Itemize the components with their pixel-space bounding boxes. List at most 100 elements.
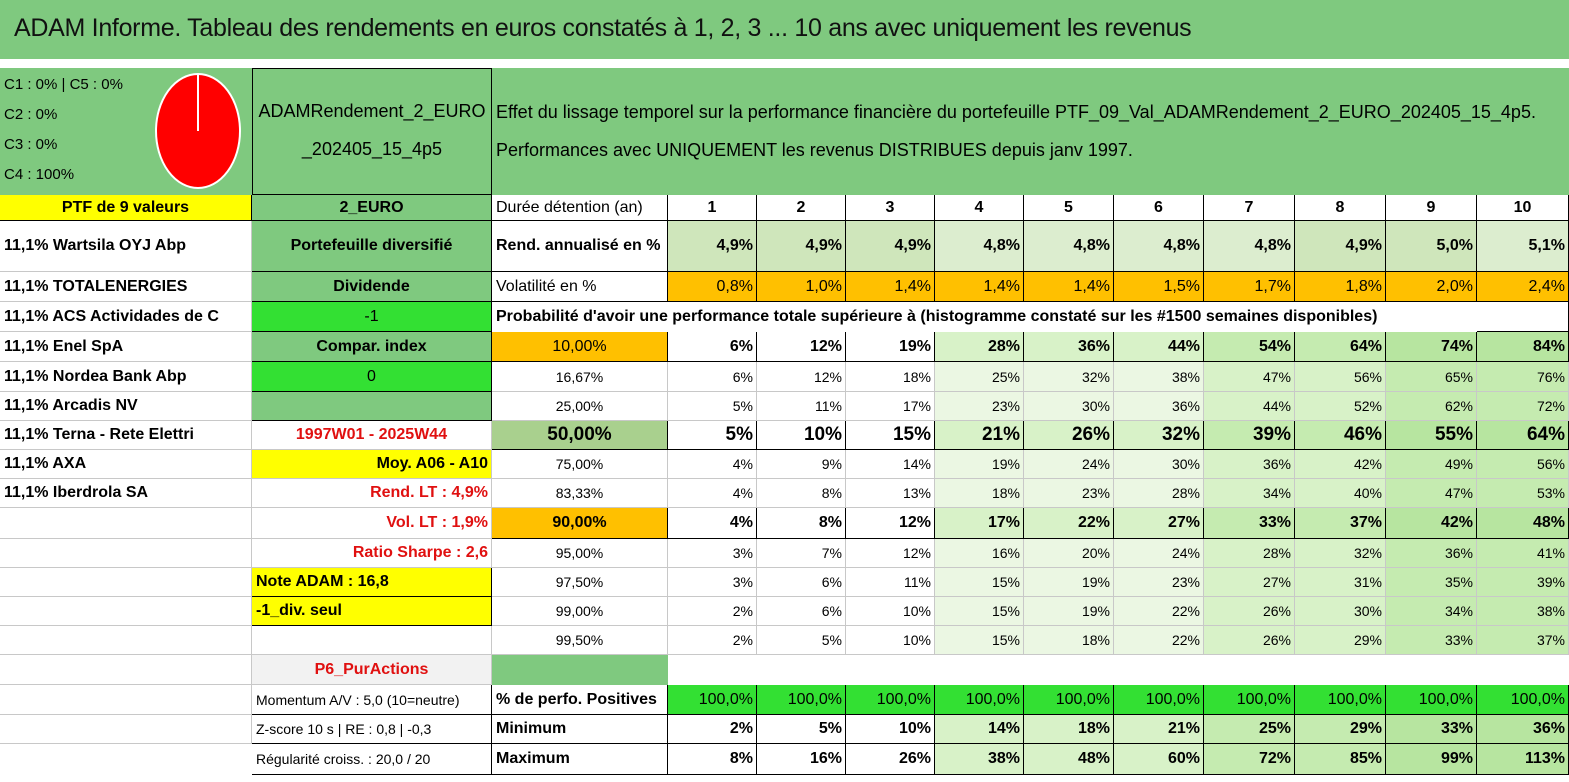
vol-value: 1,8% xyxy=(1295,272,1386,302)
holding-item: 11,1% Wartsila OYJ Abp xyxy=(0,221,252,272)
probability-value: 8% xyxy=(757,508,846,539)
allocation-line: C1 : 0% | C5 : 0% xyxy=(4,76,123,93)
probability-value: 10% xyxy=(846,626,935,655)
empty-cell xyxy=(0,655,252,685)
probability-value: 39% xyxy=(1477,568,1569,597)
vol-value: 0,8% xyxy=(668,272,757,302)
rend-value: 5,1% xyxy=(1477,221,1569,272)
probability-value: 34% xyxy=(1386,597,1477,626)
probability-value: 24% xyxy=(1114,539,1204,568)
positives-value: 100,0% xyxy=(668,685,757,715)
probability-value: 23% xyxy=(1024,479,1114,508)
probability-value: 30% xyxy=(1114,450,1204,479)
probability-value: 11% xyxy=(757,392,846,421)
probability-value: 62% xyxy=(1386,392,1477,421)
vol-value: 2,0% xyxy=(1386,272,1477,302)
probability-value: 15% xyxy=(935,568,1024,597)
regularite-label: Régularité croiss. : 20,0 / 20 xyxy=(252,744,492,775)
probability-value: 26% xyxy=(1204,597,1295,626)
rend-value: 4,8% xyxy=(1024,221,1114,272)
description-line2: Performances avec UNIQUEMENT les revenus… xyxy=(496,140,1133,160)
minimum-value: 5% xyxy=(757,715,846,744)
probability-value: 74% xyxy=(1386,332,1477,362)
compar-label: Compar. index xyxy=(252,332,492,362)
sharpe-label: Ratio Sharpe : 2,6 xyxy=(252,539,492,568)
rend-label: Rend. annualisé en % xyxy=(492,221,668,272)
period-label: 1997W01 - 2025W44 xyxy=(252,421,492,450)
dividend-value: -1 xyxy=(252,302,492,332)
year-header: 2 xyxy=(757,195,846,221)
probability-value: 23% xyxy=(935,392,1024,421)
probability-value: 10% xyxy=(757,421,846,450)
empty-green-cell xyxy=(492,655,668,685)
probability-value: 23% xyxy=(1114,568,1204,597)
minimum-value: 25% xyxy=(1204,715,1295,744)
probability-value: 28% xyxy=(1114,479,1204,508)
probability-value: 3% xyxy=(668,568,757,597)
probability-value: 84% xyxy=(1477,332,1569,362)
probability-value: 36% xyxy=(1024,332,1114,362)
probability-threshold: 90,00% xyxy=(492,508,668,539)
zscore-label: Z-score 10 s | RE : 0,8 | -0,3 xyxy=(252,715,492,744)
year-header: 3 xyxy=(846,195,935,221)
description-line1: Effet du lissage temporel sur la perform… xyxy=(496,102,1536,122)
positives-value: 100,0% xyxy=(1204,685,1295,715)
holding-item: 11,1% AXA xyxy=(0,450,252,479)
probability-value: 19% xyxy=(1024,568,1114,597)
probability-value: 4% xyxy=(668,508,757,539)
minimum-value: 10% xyxy=(846,715,935,744)
rend-value: 4,8% xyxy=(1114,221,1204,272)
probability-value: 2% xyxy=(668,597,757,626)
probability-threshold: 83,33% xyxy=(492,479,668,508)
probability-value: 26% xyxy=(1204,626,1295,655)
vol-value: 1,0% xyxy=(757,272,846,302)
probability-value: 8% xyxy=(757,479,846,508)
probability-value: 21% xyxy=(935,421,1024,450)
maximum-value: 38% xyxy=(935,744,1024,775)
year-header: 1 xyxy=(668,195,757,221)
maximum-value: 99% xyxy=(1386,744,1477,775)
portfolio-name-line1: ADAMRendement_2_EURO xyxy=(258,101,486,121)
probability-value: 29% xyxy=(1295,626,1386,655)
maximum-value: 60% xyxy=(1114,744,1204,775)
year-header: 5 xyxy=(1024,195,1114,221)
probability-value: 39% xyxy=(1204,421,1295,450)
probability-value: 33% xyxy=(1204,508,1295,539)
vol-value: 1,4% xyxy=(935,272,1024,302)
probability-value: 28% xyxy=(1204,539,1295,568)
empty-cell xyxy=(0,597,252,626)
rend-value: 4,9% xyxy=(1295,221,1386,272)
probability-value: 26% xyxy=(1024,421,1114,450)
positives-value: 100,0% xyxy=(1477,685,1569,715)
category-label: 2_EURO xyxy=(252,195,492,221)
probability-value: 32% xyxy=(1114,421,1204,450)
year-header: 8 xyxy=(1295,195,1386,221)
probability-value: 19% xyxy=(846,332,935,362)
maximum-value: 16% xyxy=(757,744,846,775)
positives-value: 100,0% xyxy=(846,685,935,715)
probability-value: 46% xyxy=(1295,421,1386,450)
probability-value: 27% xyxy=(1114,508,1204,539)
title-bar: ADAM Informe. Tableau des rendements en … xyxy=(0,0,1569,62)
probability-value: 18% xyxy=(935,479,1024,508)
probability-value: 37% xyxy=(1295,508,1386,539)
allocation-pie-chart xyxy=(155,73,241,189)
minimum-value: 14% xyxy=(935,715,1024,744)
probability-value: 20% xyxy=(1024,539,1114,568)
probability-threshold: 10,00% xyxy=(492,332,668,362)
rend-value: 4,8% xyxy=(935,221,1024,272)
probability-value: 34% xyxy=(1204,479,1295,508)
year-header: 9 xyxy=(1386,195,1477,221)
probability-value: 5% xyxy=(757,626,846,655)
vol-value: 1,4% xyxy=(1024,272,1114,302)
positives-value: 100,0% xyxy=(1114,685,1204,715)
duration-label: Durée détention (an) xyxy=(492,195,668,221)
probability-value: 48% xyxy=(1477,508,1569,539)
page-title: ADAM Informe. Tableau des rendements en … xyxy=(14,14,1192,42)
probability-value: 13% xyxy=(846,479,935,508)
empty-cell xyxy=(252,626,492,655)
probability-value: 33% xyxy=(1386,626,1477,655)
holding-item: 11,1% Arcadis NV xyxy=(0,392,252,421)
probability-value: 27% xyxy=(1204,568,1295,597)
maximum-value: 8% xyxy=(668,744,757,775)
